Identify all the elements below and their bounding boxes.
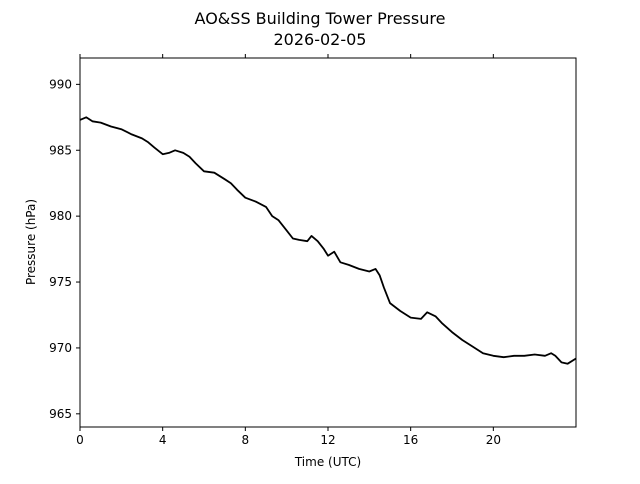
chart-subtitle: 2026-02-05 <box>274 30 367 49</box>
x-tick-label: 0 <box>76 433 84 447</box>
y-tick-label: 990 <box>49 77 72 91</box>
y-tick-label: 980 <box>49 209 72 223</box>
y-tick-label: 970 <box>49 341 72 355</box>
x-tick-label: 4 <box>159 433 167 447</box>
x-tick-label: 12 <box>320 433 335 447</box>
x-tick-label: 20 <box>486 433 501 447</box>
pressure-series-line <box>79 116 577 365</box>
x-tick-label: 16 <box>403 433 418 447</box>
y-tick-label: 965 <box>49 407 72 421</box>
y-axis-label: Pressure (hPa) <box>24 199 38 285</box>
y-tick-label: 985 <box>49 143 72 157</box>
chart-title: AO&SS Building Tower Pressure <box>195 9 446 28</box>
y-tick-label: 975 <box>49 275 72 289</box>
x-axis-label: Time (UTC) <box>294 455 361 469</box>
plot-area-frame <box>79 57 577 428</box>
x-tick-label: 8 <box>242 433 250 447</box>
